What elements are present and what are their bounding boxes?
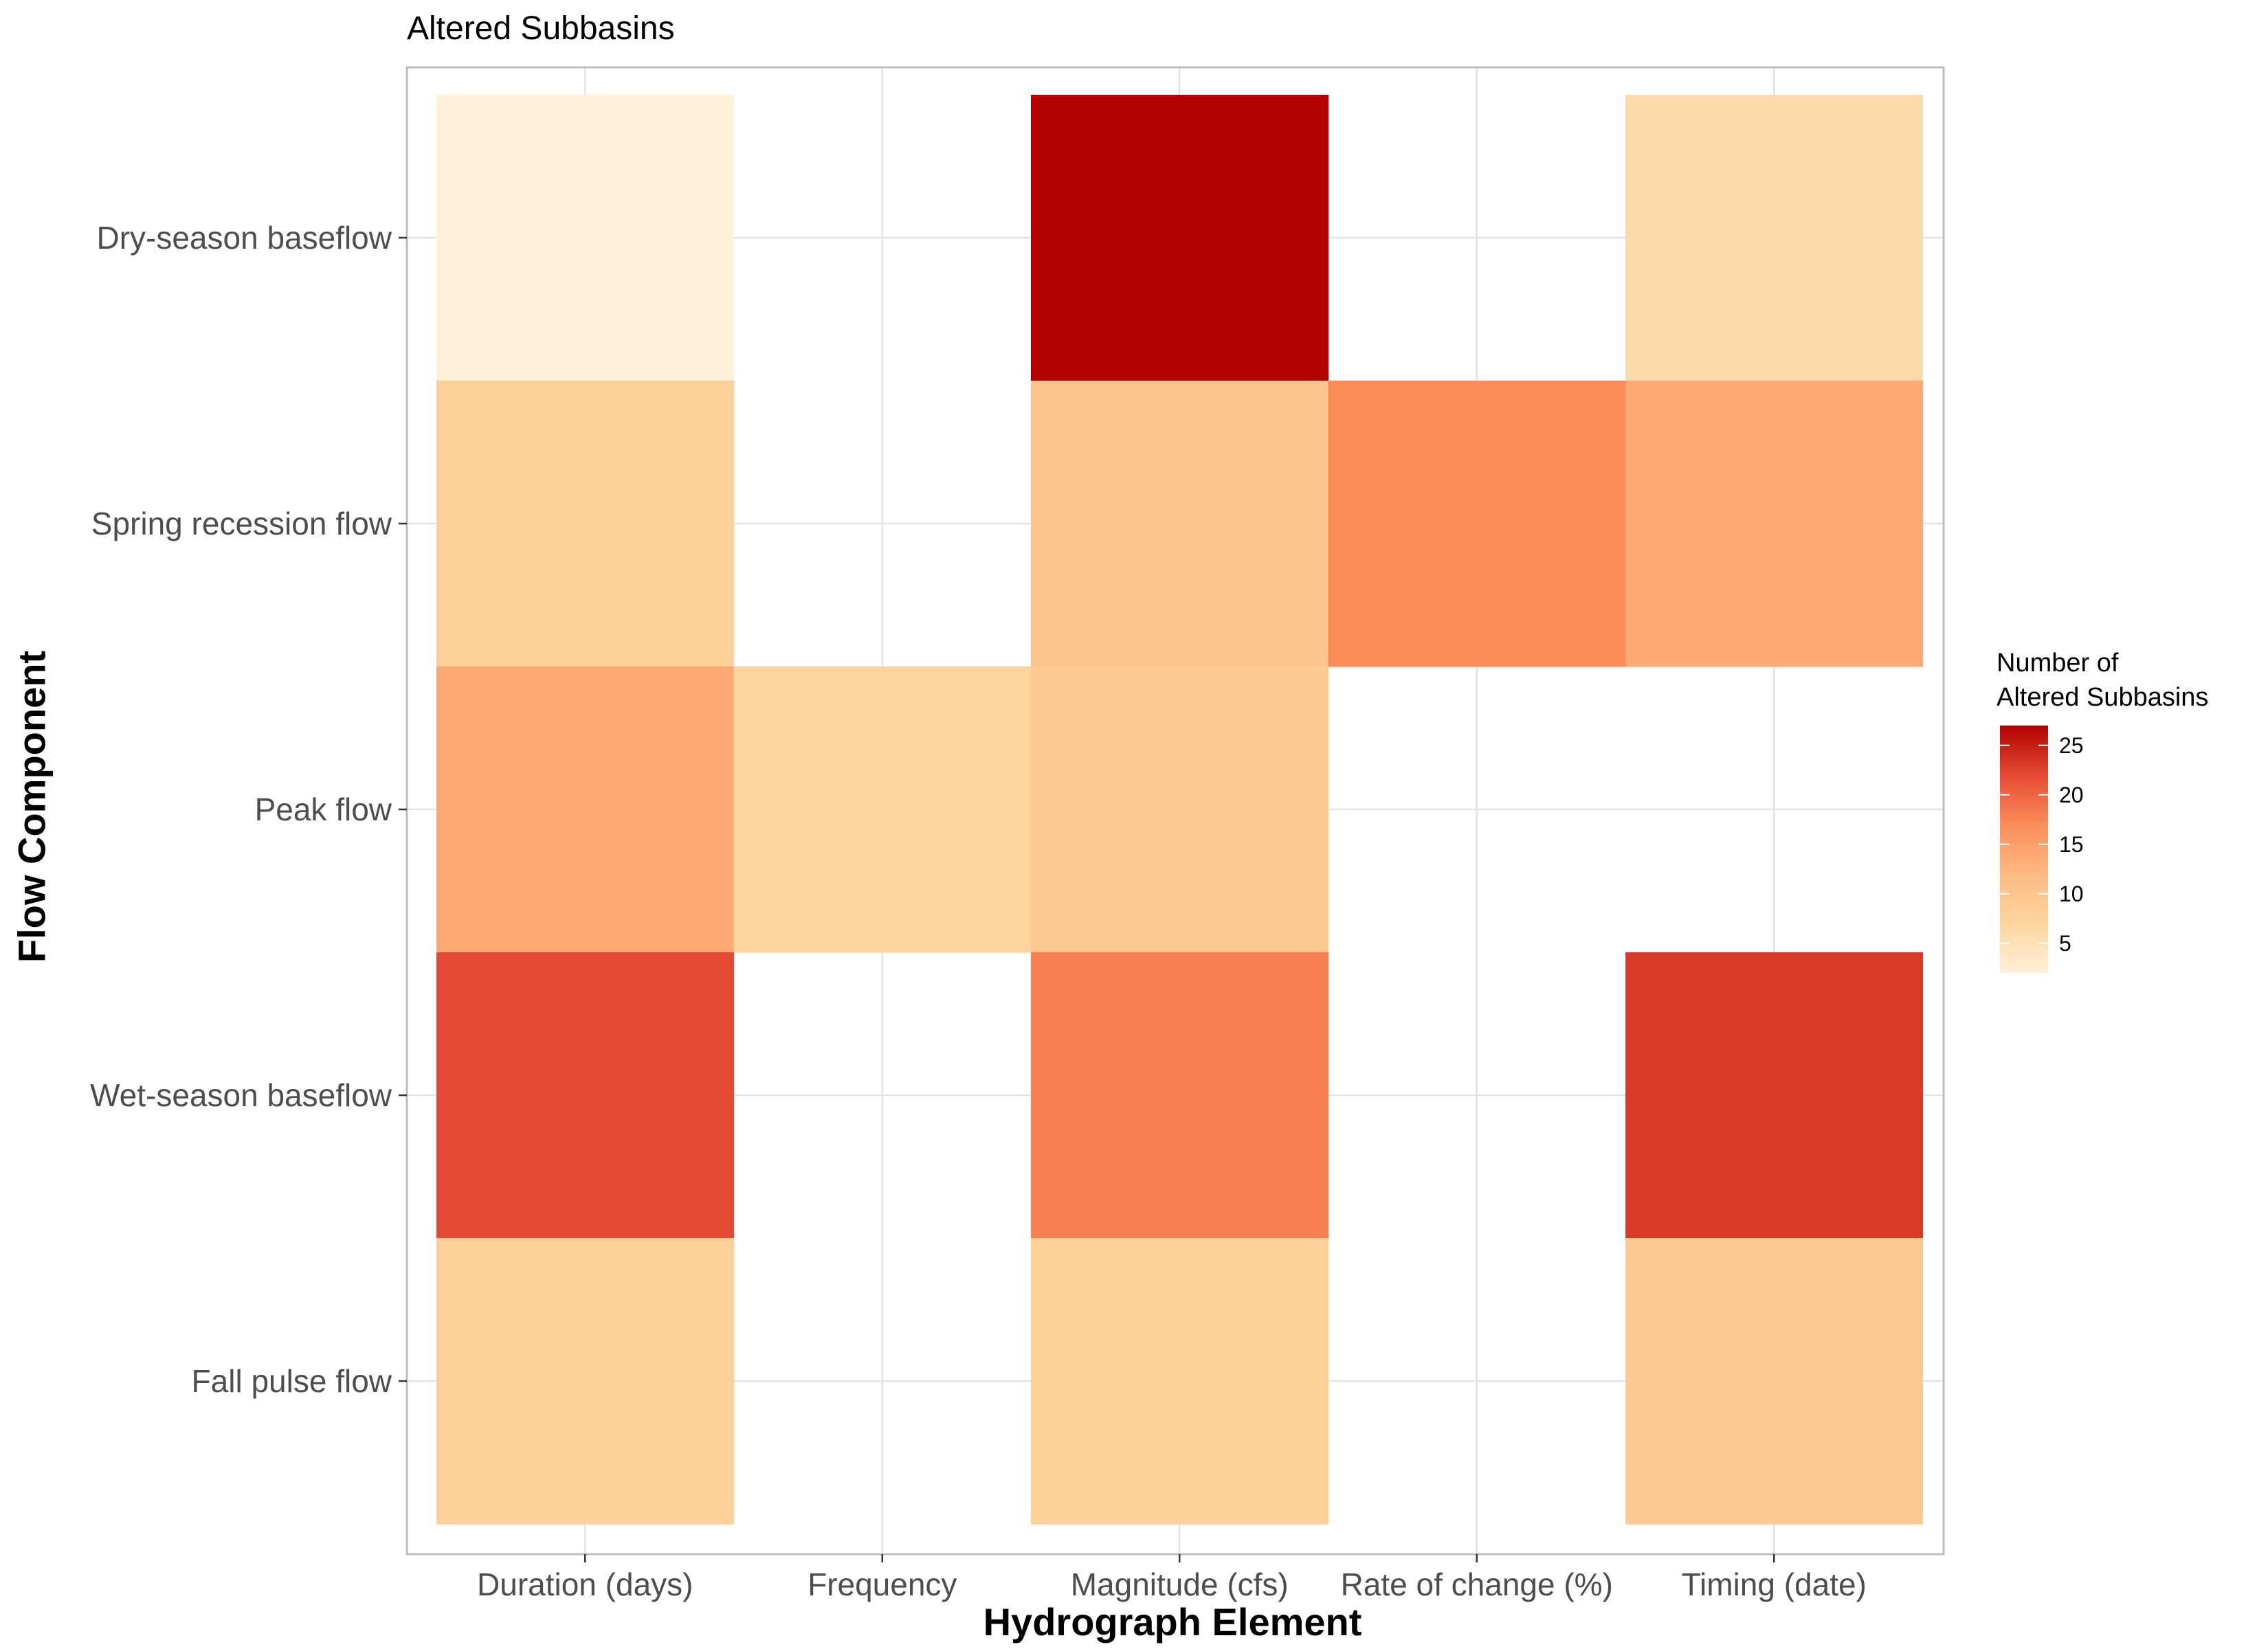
legend-title: Number of Altered Subbasins bbox=[1997, 649, 2209, 712]
y-tick-label: Fall pulse flow bbox=[192, 1363, 392, 1399]
heatmap-cell-peak-flow-frequency bbox=[733, 666, 1032, 953]
axis-ticks: Duration (days) Frequency Magnitude (cfs) R… bbox=[90, 220, 1867, 1602]
heatmap-cell-spring-recession-flow-rate-of-change bbox=[1328, 381, 1626, 667]
legend-tick-label: 20 bbox=[2059, 783, 2084, 807]
heatmap-cell-peak-flow-magnitude-cfs bbox=[1031, 666, 1329, 953]
y-tick-label: Dry-season baseflow bbox=[96, 220, 392, 256]
x-tick-label: Frequency bbox=[808, 1567, 957, 1602]
heatmap-cell-peak-flow-duration-days bbox=[436, 666, 735, 953]
x-tick-label: Rate of change (%) bbox=[1341, 1567, 1613, 1602]
heatmap-cell-wet-season-baseflow-timing-date bbox=[1625, 952, 1924, 1239]
legend-tick-label: 5 bbox=[2059, 931, 2071, 956]
color-legend: 5 10 15 20 25 bbox=[2000, 726, 2084, 973]
heatmap-cells bbox=[436, 95, 1924, 1525]
heatmap-cell-fall-pulse-flow-magnitude-cfs bbox=[1031, 1238, 1329, 1525]
heatmap-cell-fall-pulse-flow-duration-days bbox=[436, 1238, 735, 1525]
chart-title: Altered Subbasins bbox=[407, 10, 675, 47]
heatmap-cell-dry-season-baseflow-timing-date bbox=[1625, 95, 1924, 381]
heatmap-cell-spring-recession-flow-magnitude-cfs bbox=[1031, 381, 1329, 667]
x-axis-title: Hydrograph Element bbox=[983, 1600, 1362, 1644]
heatmap-cell-dry-season-baseflow-duration-days bbox=[436, 95, 735, 381]
legend-tick-label: 10 bbox=[2059, 882, 2084, 906]
heatmap-cell-spring-recession-flow-duration-days bbox=[436, 381, 735, 667]
y-tick-label: Spring recession flow bbox=[91, 506, 392, 541]
y-axis-title: Flow Component bbox=[10, 650, 54, 963]
legend-colorbar bbox=[2000, 726, 2048, 973]
y-tick-label: Wet-season baseflow bbox=[90, 1077, 392, 1113]
y-tick-label: Peak flow bbox=[255, 792, 392, 827]
heatmap-cell-wet-season-baseflow-magnitude-cfs bbox=[1031, 952, 1329, 1239]
heatmap-cell-fall-pulse-flow-timing-date bbox=[1625, 1238, 1924, 1525]
legend-tick-label: 15 bbox=[2059, 832, 2084, 857]
heatmap-cell-wet-season-baseflow-duration-days bbox=[436, 952, 735, 1239]
heatmap-cell-spring-recession-flow-timing-date bbox=[1625, 381, 1924, 667]
x-tick-label: Timing (date) bbox=[1682, 1567, 1867, 1602]
legend-tick-label: 25 bbox=[2059, 733, 2084, 758]
x-tick-label: Magnitude (cfs) bbox=[1071, 1567, 1289, 1602]
panel-border bbox=[405, 66, 1945, 1556]
x-tick-label: Duration (days) bbox=[477, 1567, 693, 1602]
heatmap-cell-dry-season-baseflow-magnitude-cfs bbox=[1031, 95, 1329, 381]
